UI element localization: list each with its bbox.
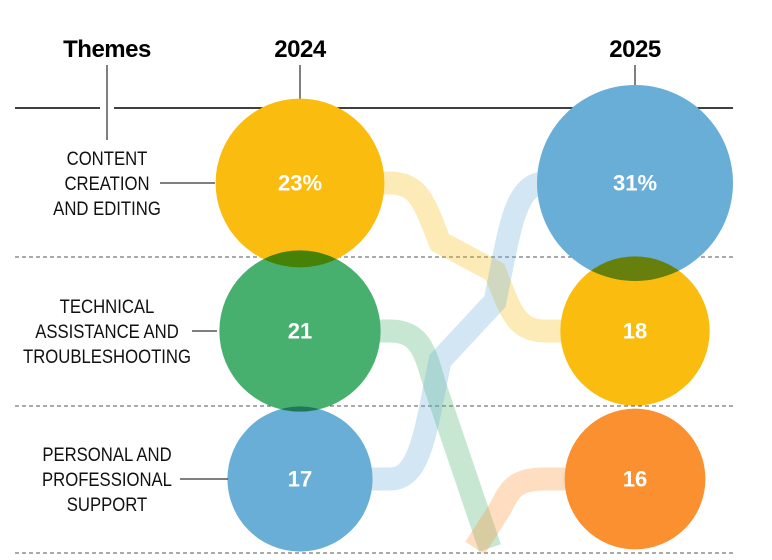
year-header-2025: 2025 (609, 36, 661, 63)
year-header-2024: 2024 (274, 36, 327, 63)
theme-label-line: TROUBLESHOOTING (23, 346, 191, 367)
theme-label: CONTENT CREATION AND EDITING (53, 148, 215, 219)
themes-header: Themes (63, 36, 151, 63)
bubble-2024-1 (219, 250, 381, 412)
theme-label-line: CONTENT (67, 148, 148, 169)
value-label-2025-2: 31% (613, 171, 657, 196)
theme-label-line: PERSONAL AND (42, 444, 171, 465)
theme-label-line: AND EDITING (53, 198, 161, 219)
value-label-2025-3: 16 (623, 467, 647, 492)
value-label-2024-1: 21 (288, 319, 312, 344)
rank-link-1 (360, 319, 501, 552)
bubble-2025-3 (564, 408, 706, 550)
theme-label-line: PROFESSIONAL (42, 469, 172, 490)
bubble-2024-2 (227, 406, 373, 552)
bubble-2024-0 (215, 98, 385, 268)
rank-link-0 (360, 171, 575, 343)
value-label-2025-0: 18 (623, 319, 647, 344)
theme-label: TECHNICAL ASSISTANCE AND TROUBLESHOOTING (23, 296, 217, 367)
theme-label-line: TECHNICAL (60, 296, 155, 317)
bubble-2025-2 (537, 85, 733, 281)
theme-label-line: ASSISTANCE AND (35, 321, 179, 342)
bubble-2025-0 (560, 256, 710, 406)
value-label-2024-2: 17 (288, 467, 312, 492)
value-label-2024-0: 23% (278, 171, 322, 196)
rank-link-2 (360, 171, 575, 491)
theme-label: PERSONAL AND PROFESSIONAL SUPPORT (42, 444, 228, 515)
theme-label-line: CREATION (64, 173, 149, 194)
theme-label-line: SUPPORT (67, 494, 148, 515)
rank-link-3 (465, 467, 575, 555)
